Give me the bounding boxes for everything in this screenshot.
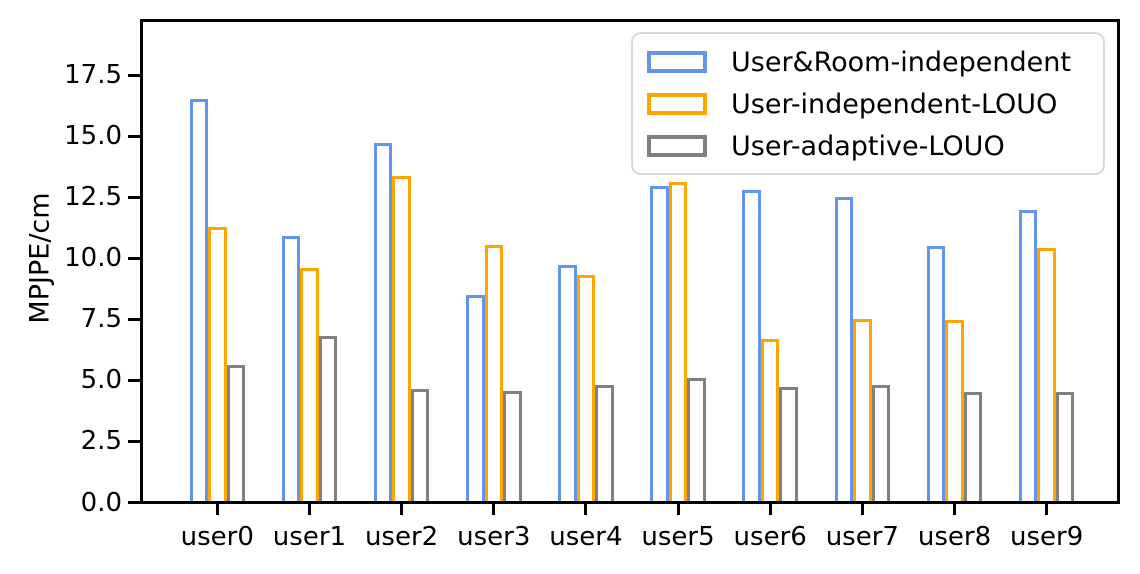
legend-item: User-independent-LOUO [647,83,1103,125]
bar-user0-series2 [226,365,246,501]
legend-item: User-adaptive-LOUO [647,125,1103,167]
bar-user0-series1 [208,227,227,501]
x-tick-mark [584,504,588,515]
bar-user3-series1 [484,245,503,501]
y-tick-label: 10.0 [64,243,122,274]
x-tick-mark [953,504,956,515]
bar-user1-series2 [318,336,338,501]
y-tick-mark [128,195,140,199]
x-tick-label-user1: user1 [272,522,347,552]
y-tick-mark [128,134,140,138]
bar-user0-series0 [189,99,209,501]
y-tick-label: 15.0 [64,121,122,152]
x-tick-label-user4: user4 [549,522,623,552]
y-tick-label: 12.5 [64,182,122,213]
bar-user5-series0 [650,186,669,501]
x-tick-label-user0: user0 [180,522,254,552]
bar-user5-series1 [668,182,688,501]
bar-user9-series1 [1037,248,1056,501]
bar-user8-series2 [963,392,983,501]
legend-swatch-user-independent-louo [647,93,707,115]
y-tick-mark [128,73,140,77]
x-tick-mark [215,504,219,515]
y-tick-label: 2.5 [80,426,122,457]
bar-user6-series2 [779,387,798,501]
y-tick-label: 17.5 [64,60,122,91]
bar-user3-series0 [466,295,485,501]
bar-user9-series0 [1018,210,1038,501]
x-tick-mark [676,504,680,515]
bar-user5-series2 [687,378,706,501]
x-tick-mark [400,504,404,515]
y-tick-label: 5.0 [80,365,122,396]
legend: User&Room-independent User-independent-L… [631,32,1105,175]
legend-item: User&Room-independent [647,41,1103,83]
legend-swatch-user-room-independent [647,51,707,73]
bar-user2-series2 [410,389,430,501]
bar-user6-series0 [742,190,761,501]
bar-user4-series1 [576,275,596,501]
x-tick-label-user6: user6 [733,522,807,552]
x-tick-mark [768,504,772,515]
x-tick-mark [492,504,496,515]
bar-user8-series0 [926,246,946,501]
y-tick-mark [128,317,140,321]
x-tick-mark [860,504,864,515]
bar-user1-series0 [281,236,301,501]
bar-user4-series2 [595,385,614,501]
bar-user7-series0 [834,197,854,501]
legend-label: User-adaptive-LOUO [731,130,1005,162]
x-tick-mark [1045,504,1049,515]
y-tick-label: 0.0 [80,487,122,518]
bar-user4-series0 [558,265,577,501]
bar-user2-series0 [373,143,393,501]
bar-user8-series1 [945,320,964,501]
bar-user1-series1 [300,268,319,501]
legend-label: User-independent-LOUO [731,88,1058,120]
x-tick-label-user9: user9 [1010,522,1084,552]
bar-user9-series2 [1055,392,1075,501]
x-tick-label-user8: user8 [917,522,992,552]
y-tick-mark [128,439,140,443]
x-tick-label-user2: user2 [364,522,439,552]
y-tick-mark [128,378,140,382]
y-tick-mark [128,501,140,504]
bar-user3-series2 [503,391,522,501]
x-tick-label-user7: user7 [825,522,899,552]
y-tick-mark [128,256,140,260]
legend-swatch-user-adaptive-louo [647,135,707,157]
bar-user6-series1 [760,339,780,501]
bar-user7-series1 [853,319,872,501]
x-tick-mark [307,504,311,515]
y-tick-label: 7.5 [80,304,122,335]
bar-user7-series2 [871,385,891,501]
x-tick-label-user3: user3 [457,522,531,552]
x-tick-label-user5: user5 [641,522,715,552]
bars-layer [143,22,1117,501]
bar-user2-series1 [392,176,411,501]
legend-label: User&Room-independent [731,46,1071,78]
